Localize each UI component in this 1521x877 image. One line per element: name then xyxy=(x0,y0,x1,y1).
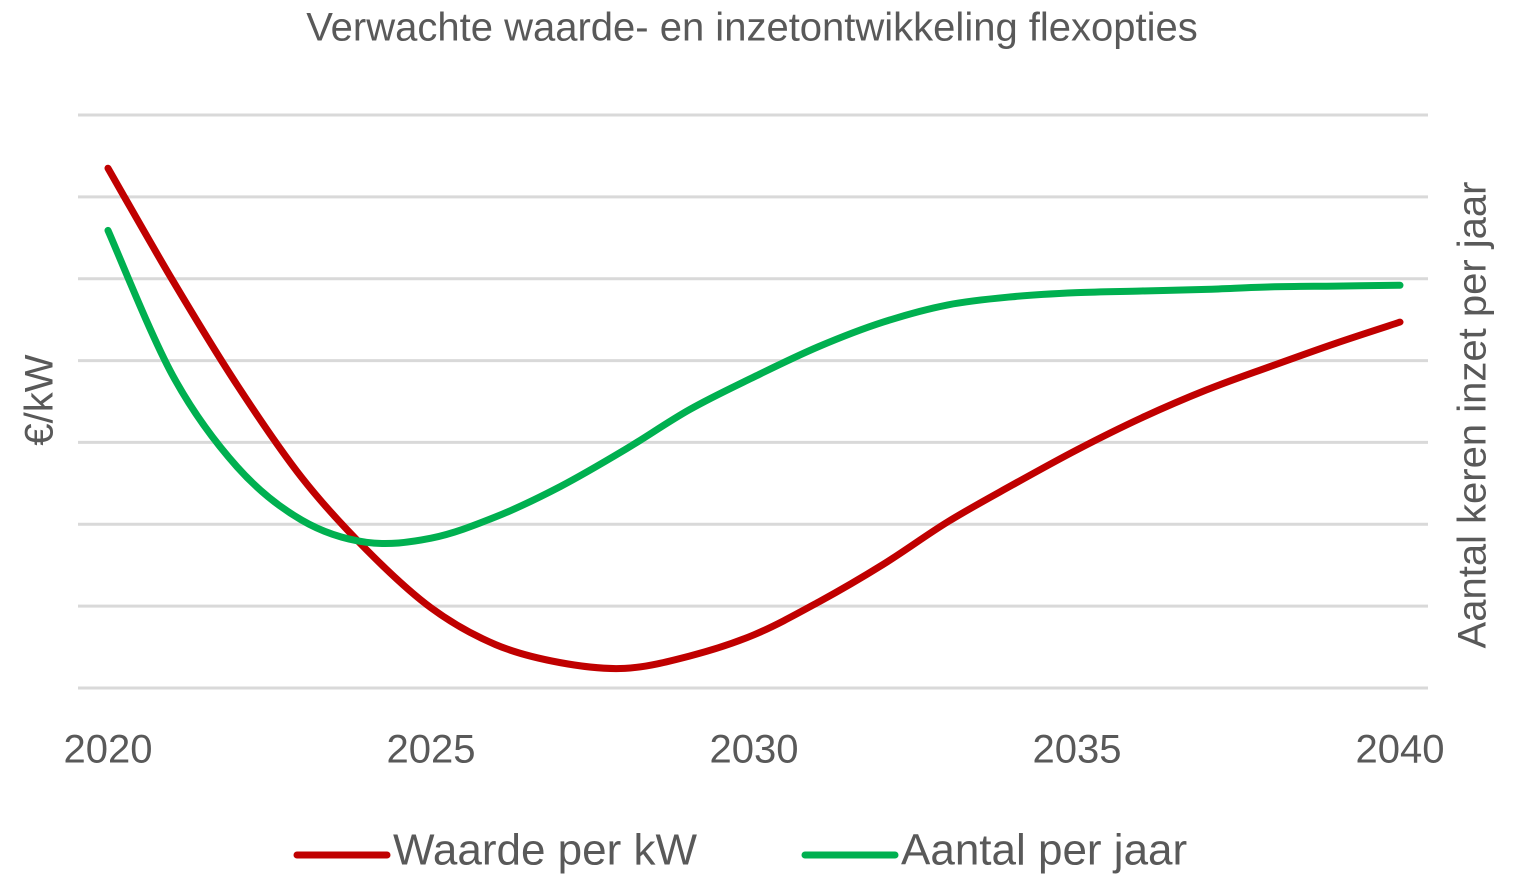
series-line xyxy=(104,226,1404,548)
x-tick-label: 2040 xyxy=(1356,728,1445,772)
x-tick-label: 2020 xyxy=(64,728,153,772)
x-tick-label: 2035 xyxy=(1033,728,1122,772)
chart-title: Verwachte waarde- en inzetontwikkeling f… xyxy=(306,6,1198,50)
y2-axis-label: Aantal keren inzet per jaar xyxy=(1451,182,1495,649)
y-axis-label: €/kW xyxy=(18,354,62,445)
series-line xyxy=(104,164,1404,673)
legend-label: Waarde per kW xyxy=(393,826,697,875)
x-tick-label: 2030 xyxy=(710,728,799,772)
x-tick-label: 2025 xyxy=(387,728,476,772)
legend-label: Aantal per jaar xyxy=(901,826,1187,875)
